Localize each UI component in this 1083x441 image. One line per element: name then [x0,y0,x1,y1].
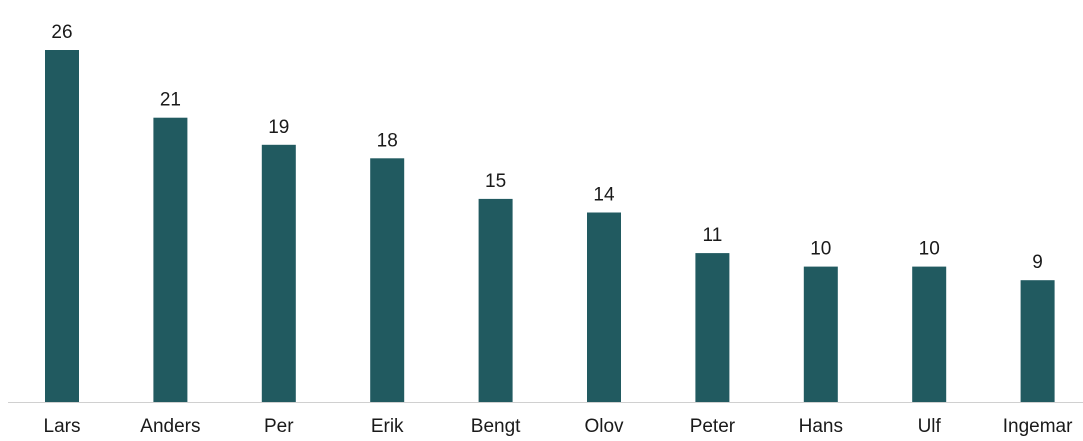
data-label-peter: 11 [703,225,723,246]
data-labels-group: 26 21 19 18 15 14 11 10 10 9 [51,22,1042,273]
x-tick-labels-group: Lars Anders Per Erik Bengt Olov Peter Hans Ulf In… [44,416,1074,437]
data-label-olov: 14 [593,185,615,206]
bar-peter [695,253,730,402]
bar-anders [153,117,188,402]
bar-bengt [478,198,513,402]
data-label-ulf: 10 [919,239,940,260]
bars-group [45,50,1055,403]
x-tick-label-ulf: Ulf [918,416,942,437]
x-tick-label-hans: Hans [799,416,843,437]
x-tick-label-anders: Anders [140,416,200,437]
data-label-ingemar: 9 [1032,252,1043,273]
x-tick-label-ingemar: Ingemar [1003,416,1073,437]
x-tick-label-bengt: Bengt [471,416,521,437]
data-label-lars: 26 [51,22,72,43]
bar-ulf [912,266,947,402]
data-label-bengt: 15 [485,171,506,192]
x-tick-label-olov: Olov [584,416,624,437]
x-tick-label-per: Per [264,416,294,437]
data-label-hans: 10 [810,239,831,260]
bar-per [261,144,296,403]
bar-erik [370,158,405,402]
x-tick-label-lars: Lars [44,416,81,437]
bar-olov [587,212,621,402]
data-label-erik: 18 [377,130,398,151]
bar-lars [45,50,79,402]
data-label-per: 19 [268,117,289,138]
data-label-anders: 21 [160,90,181,111]
bar-ingemar [1020,280,1055,402]
x-tick-label-erik: Erik [371,416,404,437]
bar-hans [803,266,838,402]
x-tick-label-peter: Peter [690,416,736,437]
